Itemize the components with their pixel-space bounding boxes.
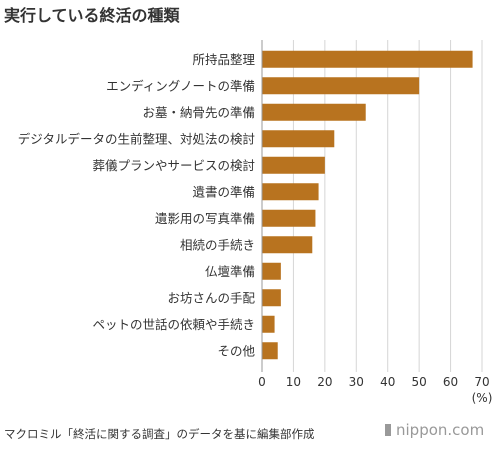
x-tick-label: 30 (349, 375, 364, 389)
x-tick-label: 20 (317, 375, 332, 389)
x-tick-label: 60 (443, 375, 458, 389)
category-label: お坊さんの手配 (167, 290, 255, 305)
bar (262, 156, 325, 174)
category-label: 仏壇準備 (205, 264, 255, 279)
bar (262, 50, 473, 68)
logo-mark-icon (385, 424, 391, 436)
brand-logo: nippon.com (385, 421, 484, 439)
category-label: エンディングノートの準備 (106, 78, 255, 93)
category-label: その他 (217, 343, 255, 358)
chart-title: 実行している終活の種類 (4, 6, 180, 25)
x-tick-label: 10 (286, 375, 301, 389)
category-labels: 所持品整理エンディングノートの準備お墓・納骨先の準備デジタルデータの生前整理、対… (18, 52, 256, 359)
bar (262, 236, 313, 254)
bar (262, 103, 366, 121)
bar (262, 130, 335, 148)
x-axis-unit-label: (%) (472, 391, 493, 405)
x-tick-label: 0 (258, 375, 266, 389)
brand-name: nippon.com (396, 421, 485, 439)
x-tick-label: 70 (474, 375, 489, 389)
category-label: ペットの世話の依頼や手続き (92, 317, 255, 332)
category-label: 遺影用の写真準備 (155, 211, 255, 226)
bar (262, 209, 316, 227)
category-label: 遺書の準備 (192, 184, 255, 199)
x-tick-label: 40 (380, 375, 395, 389)
source-note: マクロミル「終活に関する調査」のデータを基に編集部作成 (4, 427, 315, 441)
bar (262, 315, 275, 333)
category-label: お墓・納骨先の準備 (142, 105, 255, 120)
x-axis-ticks: 0 10 20 30 40 50 60 70 (258, 375, 489, 389)
category-label: 葬儀プランやサービスの検討 (92, 158, 255, 173)
gridlines (292, 40, 483, 372)
category-label: デジタルデータの生前整理、対処法の検討 (18, 131, 255, 146)
bar (262, 262, 281, 280)
x-tick-label: 50 (412, 375, 427, 389)
bar (262, 77, 420, 95)
bar (262, 342, 278, 360)
bar (262, 183, 319, 201)
category-label: 所持品整理 (192, 52, 255, 67)
bars (262, 50, 473, 360)
category-label: 相続の手続き (180, 237, 255, 252)
bar (262, 289, 281, 307)
